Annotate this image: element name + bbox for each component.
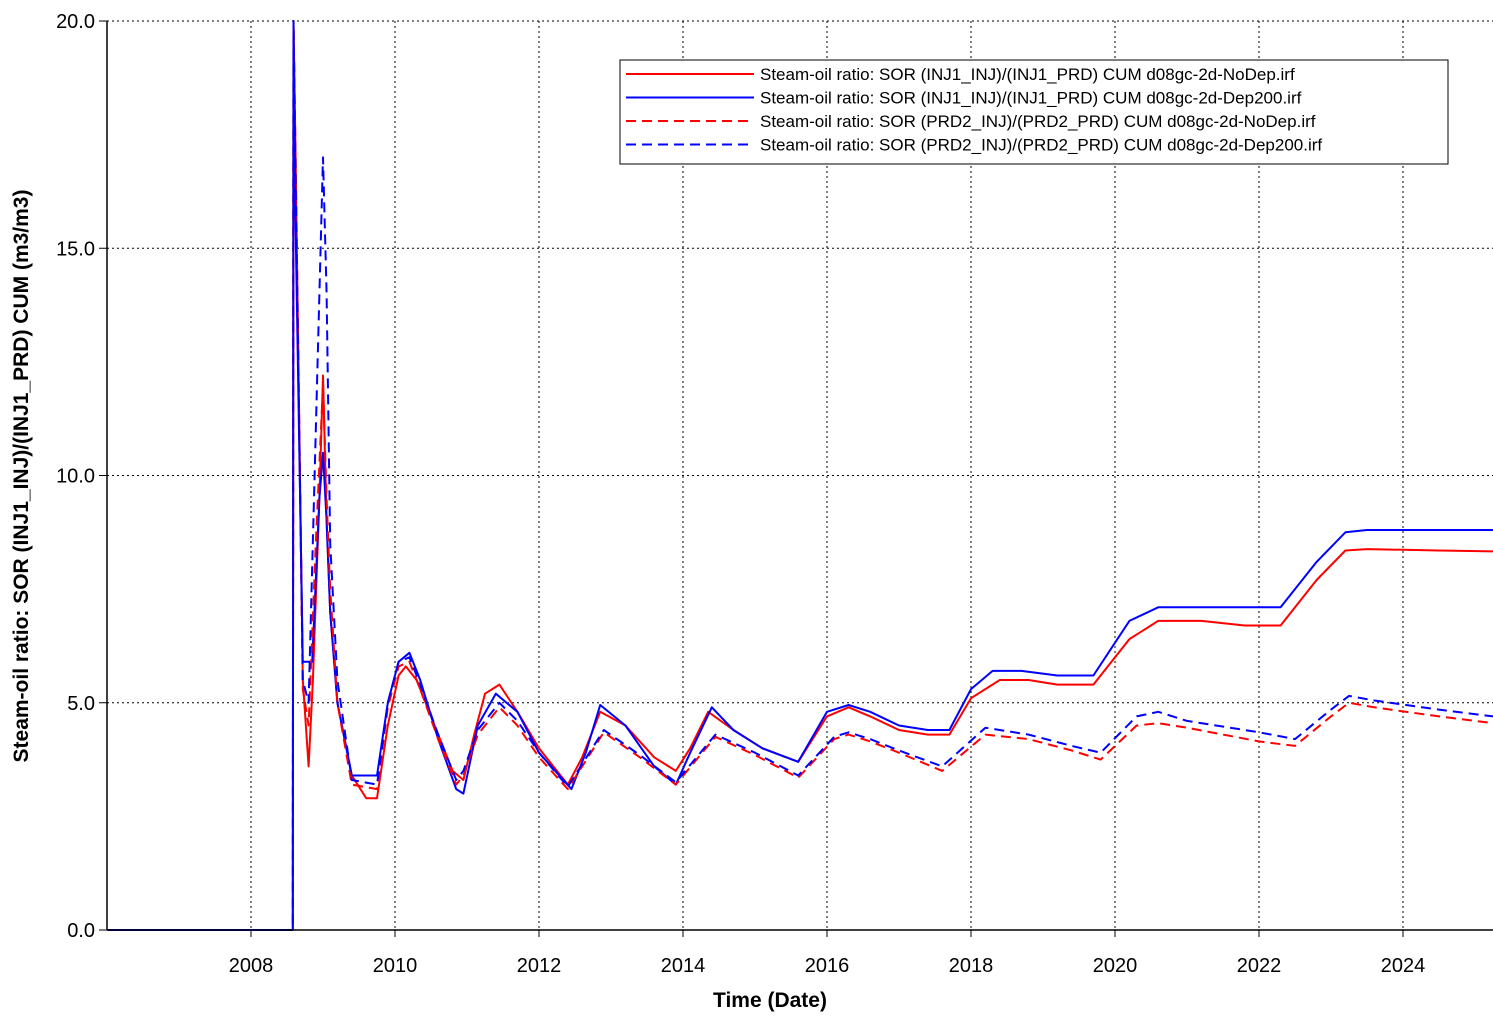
x-tick-label-2012: 2012 — [517, 955, 562, 977]
legend: Steam-oil ratio: SOR (INJ1_INJ)/(INJ1_PR… — [619, 59, 1449, 165]
x-tick-label-2008: 2008 — [229, 955, 274, 977]
x-tick-label-2020: 2020 — [1093, 955, 1138, 977]
axes-layer: 2008 2010 2012 2014 2016 2018 2020 2022 2024 0.0 5… — [56, 11, 1493, 977]
legend-label-3: Steam-oil ratio: SOR (PRD2_INJ)/(PRD2_PR… — [760, 112, 1316, 131]
legend-box — [619, 59, 1449, 165]
y-axis-title: Steam-oil ratio: SOR (INJ1_INJ)/(INJ1_PR… — [10, 190, 33, 763]
series-line-2 — [107, 20, 1493, 931]
x-tick-label-2016: 2016 — [805, 955, 850, 977]
y-tick-label-0.0: 0.0 — [67, 920, 95, 942]
y-tick-label-20.0: 20.0 — [56, 11, 95, 33]
x-tick-label-2010: 2010 — [373, 955, 418, 977]
y-tick-label-10.0: 10.0 — [56, 466, 95, 488]
x-tick-label-2022: 2022 — [1237, 955, 1282, 977]
legend-label-4: Steam-oil ratio: SOR (PRD2_INJ)/(PRD2_PR… — [760, 136, 1322, 155]
y-tick-label-5.0: 5.0 — [67, 693, 95, 715]
x-tick-label-2014: 2014 — [661, 955, 706, 977]
x-tick-label-2018: 2018 — [949, 955, 994, 977]
series-line-4 — [107, 20, 1493, 931]
x-axis-title: Time (Date) — [713, 989, 827, 1012]
y-tick-label-15.0: 15.0 — [56, 238, 95, 260]
x-tick-label-2024: 2024 — [1381, 955, 1426, 977]
legend-label-1: Steam-oil ratio: SOR (INJ1_INJ)/(INJ1_PR… — [760, 65, 1295, 84]
legend-label-2: Steam-oil ratio: SOR (INJ1_INJ)/(INJ1_PR… — [760, 89, 1302, 108]
series-layer — [107, 20, 1493, 931]
